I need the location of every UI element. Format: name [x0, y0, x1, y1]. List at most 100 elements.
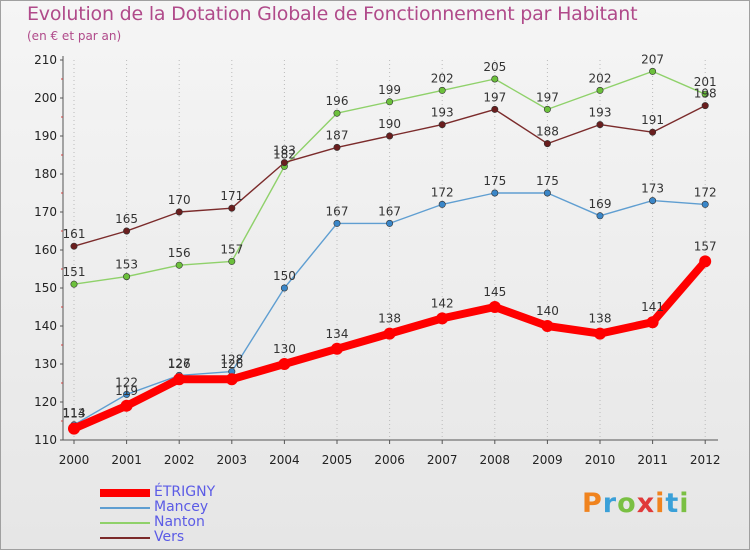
data-label: 170 [168, 193, 191, 207]
data-point [649, 128, 657, 136]
y-tick-label: 150 [34, 281, 57, 295]
data-label: 172 [431, 185, 454, 199]
y-tick-label: 120 [34, 395, 57, 409]
data-label: 173 [641, 182, 664, 196]
chart-axes [62, 56, 718, 441]
data-point [596, 121, 604, 129]
data-label: 198 [694, 87, 717, 101]
legend-label: Mancey [154, 499, 209, 515]
legend-label: Nanton [154, 514, 205, 530]
data-label: 171 [220, 189, 243, 203]
data-point [120, 399, 133, 412]
data-label: 205 [483, 60, 506, 74]
data-label: 150 [273, 269, 296, 283]
data-label: 190 [378, 117, 401, 131]
y-tick-label: 130 [34, 357, 57, 371]
legend-swatch [100, 489, 150, 497]
logo-letter: i [655, 488, 666, 519]
data-label: 119 [115, 384, 138, 398]
x-tick-label: 2003 [217, 453, 248, 467]
x-tick-label: 2001 [111, 453, 142, 467]
legend-swatch [100, 522, 150, 524]
data-label: 114 [63, 406, 86, 420]
data-label: 175 [483, 174, 506, 188]
data-point [543, 105, 551, 113]
legend-item: Mancey [100, 499, 260, 516]
data-point [646, 316, 659, 329]
data-point [70, 280, 78, 288]
data-point [70, 242, 78, 250]
y-tick-label: 170 [34, 205, 57, 219]
data-label: 126 [168, 357, 191, 371]
x-tick-label: 2004 [269, 453, 300, 467]
data-point [488, 301, 501, 313]
x-tick-label: 2007 [427, 453, 458, 467]
data-label: 191 [641, 113, 664, 127]
x-tick-label: 2008 [480, 453, 511, 467]
data-point [383, 327, 396, 340]
logo-letter: x [636, 488, 656, 519]
data-point [543, 189, 551, 197]
logo-letter: P [582, 488, 603, 519]
data-point [596, 86, 604, 94]
data-label: 151 [63, 265, 86, 279]
data-label: 167 [326, 204, 349, 218]
data-label: 161 [63, 227, 86, 241]
data-label: 207 [641, 52, 664, 66]
data-label: 157 [694, 239, 717, 253]
data-point [280, 284, 288, 292]
data-label: 169 [589, 197, 612, 211]
x-tick-label: 2012 [690, 453, 721, 467]
x-tick-label: 2005 [322, 453, 353, 467]
data-label: 127 [168, 356, 191, 370]
data-point [278, 358, 291, 370]
x-tick-label: 2010 [585, 453, 616, 467]
data-point [386, 98, 394, 106]
data-point [280, 159, 288, 167]
data-point [436, 312, 449, 325]
data-point [173, 373, 186, 386]
data-label: 197 [483, 90, 506, 104]
chart-lines [68, 67, 712, 435]
chart-legend: ÉTRIGNY Mancey Nanton Vers [100, 484, 260, 546]
data-point [331, 342, 343, 355]
data-label: 199 [378, 83, 401, 97]
data-point [228, 204, 236, 212]
chart-title: Evolution de la Dotation Globale de Fonc… [27, 3, 638, 25]
legend-item: Nanton [100, 514, 260, 531]
data-point [386, 132, 394, 140]
data-label: 202 [431, 71, 454, 85]
data-label: 182 [273, 147, 296, 161]
data-label: 142 [431, 296, 454, 310]
proxiti-logo: Proxiti [582, 488, 690, 519]
data-point [596, 212, 604, 220]
data-label: 197 [536, 90, 559, 104]
y-tick-label: 140 [34, 319, 57, 333]
data-label: 187 [326, 128, 349, 142]
data-label: 183 [273, 144, 296, 158]
legend-swatch [100, 507, 150, 509]
y-tick-label: 200 [34, 91, 57, 105]
data-point [701, 200, 709, 208]
data-point [649, 67, 657, 75]
y-tick-label: 210 [34, 53, 57, 67]
data-point [491, 75, 499, 83]
legend-item: ÉTRIGNY [100, 484, 260, 501]
data-point [699, 255, 712, 268]
data-label: 157 [220, 242, 243, 256]
data-label: 126 [220, 357, 243, 371]
data-point [438, 200, 446, 208]
data-point [594, 327, 606, 340]
data-point [123, 227, 131, 235]
logo-letter: t [665, 488, 680, 519]
data-label: 153 [115, 258, 138, 272]
logo-letter: o [617, 488, 637, 519]
data-label: 202 [589, 71, 612, 85]
data-label: 145 [483, 285, 506, 299]
legend-swatch [100, 537, 150, 539]
data-label: 196 [326, 94, 349, 108]
data-point [701, 90, 709, 98]
data-point [438, 121, 446, 129]
data-point [333, 219, 341, 227]
